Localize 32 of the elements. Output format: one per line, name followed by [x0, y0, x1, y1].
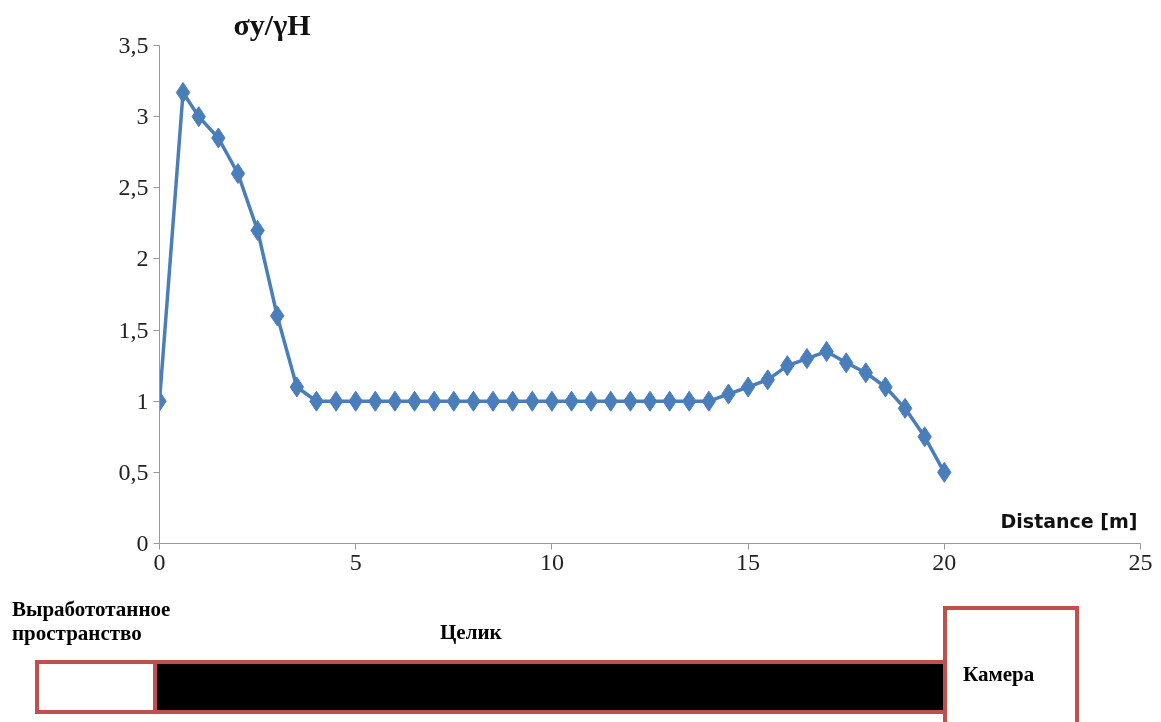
x-tick-label: 0	[153, 548, 166, 575]
point	[583, 390, 599, 412]
y-tick-label: 0	[136, 530, 149, 556]
y-tick-label: 3,5	[118, 32, 149, 58]
x-tick-label: 20	[932, 548, 957, 575]
text: Выработотанное пространство	[12, 597, 171, 645]
point	[175, 81, 191, 103]
point	[897, 397, 913, 419]
y-tick-label: 1	[136, 387, 149, 414]
y-tick-label: 0,5	[118, 458, 149, 485]
point	[740, 376, 756, 398]
text: Камера	[963, 662, 1035, 686]
point	[387, 390, 403, 412]
y-tick-label: 3	[136, 103, 149, 130]
point	[230, 163, 246, 185]
point	[544, 390, 560, 412]
x-tick-label: 25	[1128, 548, 1153, 575]
point	[328, 390, 344, 412]
point	[485, 390, 501, 412]
point	[799, 348, 815, 370]
y-tick-label: 2,5	[118, 174, 149, 201]
point	[642, 390, 658, 412]
point	[289, 376, 305, 398]
x-tick-label: 10	[539, 548, 564, 575]
y-tick-label: 1,5	[118, 316, 149, 343]
y-axis-title: σy/γH	[233, 7, 311, 41]
text: Целик	[440, 620, 502, 644]
point	[701, 390, 717, 412]
x-tick-label: 15	[736, 548, 761, 575]
y-tick-label: 2	[136, 245, 149, 272]
x-axis-title: Distance [m]	[1000, 509, 1138, 532]
x-tick-label: 5	[349, 548, 362, 575]
